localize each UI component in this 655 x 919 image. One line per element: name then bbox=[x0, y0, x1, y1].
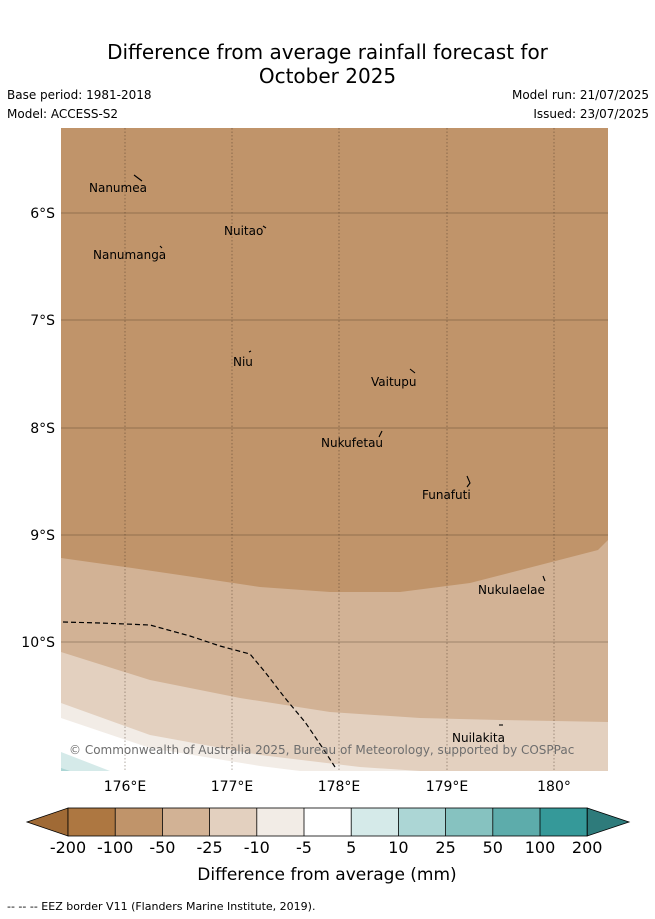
colorbar-tick: -50 bbox=[149, 838, 175, 857]
colorbar-tick: -5 bbox=[296, 838, 312, 857]
colorbar-over-arrow bbox=[586, 807, 631, 837]
colorbar-bin bbox=[209, 808, 257, 836]
rainfall-map: Nanumea Nuitao Nanumanga Niu Vaitupu Nuk… bbox=[61, 128, 608, 771]
island-shape-funafuti bbox=[466, 475, 471, 488]
colorbar-bin bbox=[162, 808, 210, 836]
island-label: Vaitupu bbox=[371, 375, 417, 389]
lon-label: 180° bbox=[537, 779, 571, 795]
island-labels: Nanumea Nuitao Nanumanga Niu Vaitupu Nuk… bbox=[89, 181, 545, 745]
island-shape-vaitupu bbox=[409, 368, 416, 374]
lon-label: 177°E bbox=[211, 779, 254, 795]
colorbar-dividers bbox=[114, 808, 541, 836]
island-label: Nanumanga bbox=[93, 248, 166, 262]
colorbar-tick: 10 bbox=[388, 838, 408, 857]
longitude-labels: 176°E 177°E 178°E 179°E 180° bbox=[104, 779, 571, 795]
colorbar-tick: -10 bbox=[244, 838, 270, 857]
colorbar-ticks: -200 -100 -50 -25 -10 -5 5 10 25 50 100 … bbox=[50, 838, 603, 857]
latitude-labels: 6°S 7°S 8°S 9°S 10°S bbox=[21, 206, 55, 651]
lon-label: 176°E bbox=[104, 779, 147, 795]
band-minus-25-to-minus-10 bbox=[61, 652, 608, 771]
colorbar-bin bbox=[445, 808, 493, 836]
eez-border bbox=[62, 621, 336, 768]
band-minus-5-to-5 bbox=[61, 718, 300, 771]
lon-label: 179°E bbox=[426, 779, 469, 795]
colorbar-tick: -200 bbox=[50, 838, 86, 857]
island-label: Nuilakita bbox=[452, 731, 505, 745]
map-title: Difference from average rainfall forecas… bbox=[0, 40, 655, 88]
colorbar-tick: 100 bbox=[525, 838, 556, 857]
island-shape-nanumanga bbox=[159, 245, 163, 249]
colorbar-label: Difference from average (mm) bbox=[197, 865, 456, 885]
island-shape-nanumea bbox=[133, 174, 143, 182]
colorbar-bin bbox=[492, 808, 540, 836]
band-10-to-25 bbox=[61, 768, 70, 771]
colorbar-tick: -25 bbox=[197, 838, 223, 857]
base-period: Base period: 1981-2018 bbox=[7, 88, 152, 102]
island-shape-nukulaelae bbox=[542, 575, 546, 582]
model-run: Model run: 21/07/2025 bbox=[511, 88, 649, 102]
colorbar-tick: 50 bbox=[483, 838, 503, 857]
island-label: Nanumea bbox=[89, 181, 147, 195]
band-5-to-10 bbox=[61, 752, 110, 771]
island-shape-nukufetau bbox=[378, 430, 383, 438]
lat-label: 7°S bbox=[30, 313, 55, 329]
map-title-line2: October 2025 bbox=[258, 64, 397, 88]
eez-footnote: -- -- -- EEZ border V11 (Flanders Marine… bbox=[7, 900, 316, 913]
island-shape-niu bbox=[248, 350, 252, 353]
colorbar-bin bbox=[351, 808, 399, 836]
colorbar-bin bbox=[68, 808, 116, 836]
grid-lines bbox=[61, 212, 608, 643]
colorbar-bin bbox=[398, 808, 446, 836]
colorbar-under-arrow bbox=[25, 807, 69, 837]
island-shape-nuitao bbox=[262, 225, 267, 229]
colorbar-frame bbox=[67, 807, 588, 837]
colorbar-bin bbox=[256, 808, 304, 836]
colorbar-bin bbox=[115, 808, 163, 836]
island-label: Nuitao bbox=[224, 224, 263, 238]
lat-label: 8°S bbox=[30, 421, 55, 437]
lat-label: 6°S bbox=[30, 206, 55, 222]
colorbar-bin bbox=[304, 808, 352, 836]
island-label: Niu bbox=[233, 355, 253, 369]
lon-label: 178°E bbox=[318, 779, 361, 795]
lat-label: 10°S bbox=[21, 635, 55, 651]
colorbar-tick: 200 bbox=[572, 838, 603, 857]
colorbar-tick: -100 bbox=[97, 838, 133, 857]
meridian-lines bbox=[124, 128, 555, 771]
colorbar-tick: 25 bbox=[435, 838, 455, 857]
island-label: Nukulaelae bbox=[478, 583, 545, 597]
model-name: Model: ACCESS-S2 bbox=[7, 107, 119, 121]
colorbar: -200 -100 -50 -25 -10 -5 5 10 25 50 100 … bbox=[25, 807, 631, 885]
map-title-line1: Difference from average rainfall forecas… bbox=[107, 40, 548, 64]
lat-label: 9°S bbox=[30, 528, 55, 544]
colorbar-bin bbox=[540, 808, 588, 836]
island-label: Nukufetau bbox=[321, 436, 383, 450]
issued-date: Issued: 23/07/2025 bbox=[533, 107, 649, 121]
copyright-notice: © Commonwealth of Australia 2025, Bureau… bbox=[69, 743, 574, 757]
colorbar-tick: 5 bbox=[346, 838, 356, 857]
island-label: Funafuti bbox=[422, 488, 471, 502]
island-shapes bbox=[133, 174, 546, 726]
